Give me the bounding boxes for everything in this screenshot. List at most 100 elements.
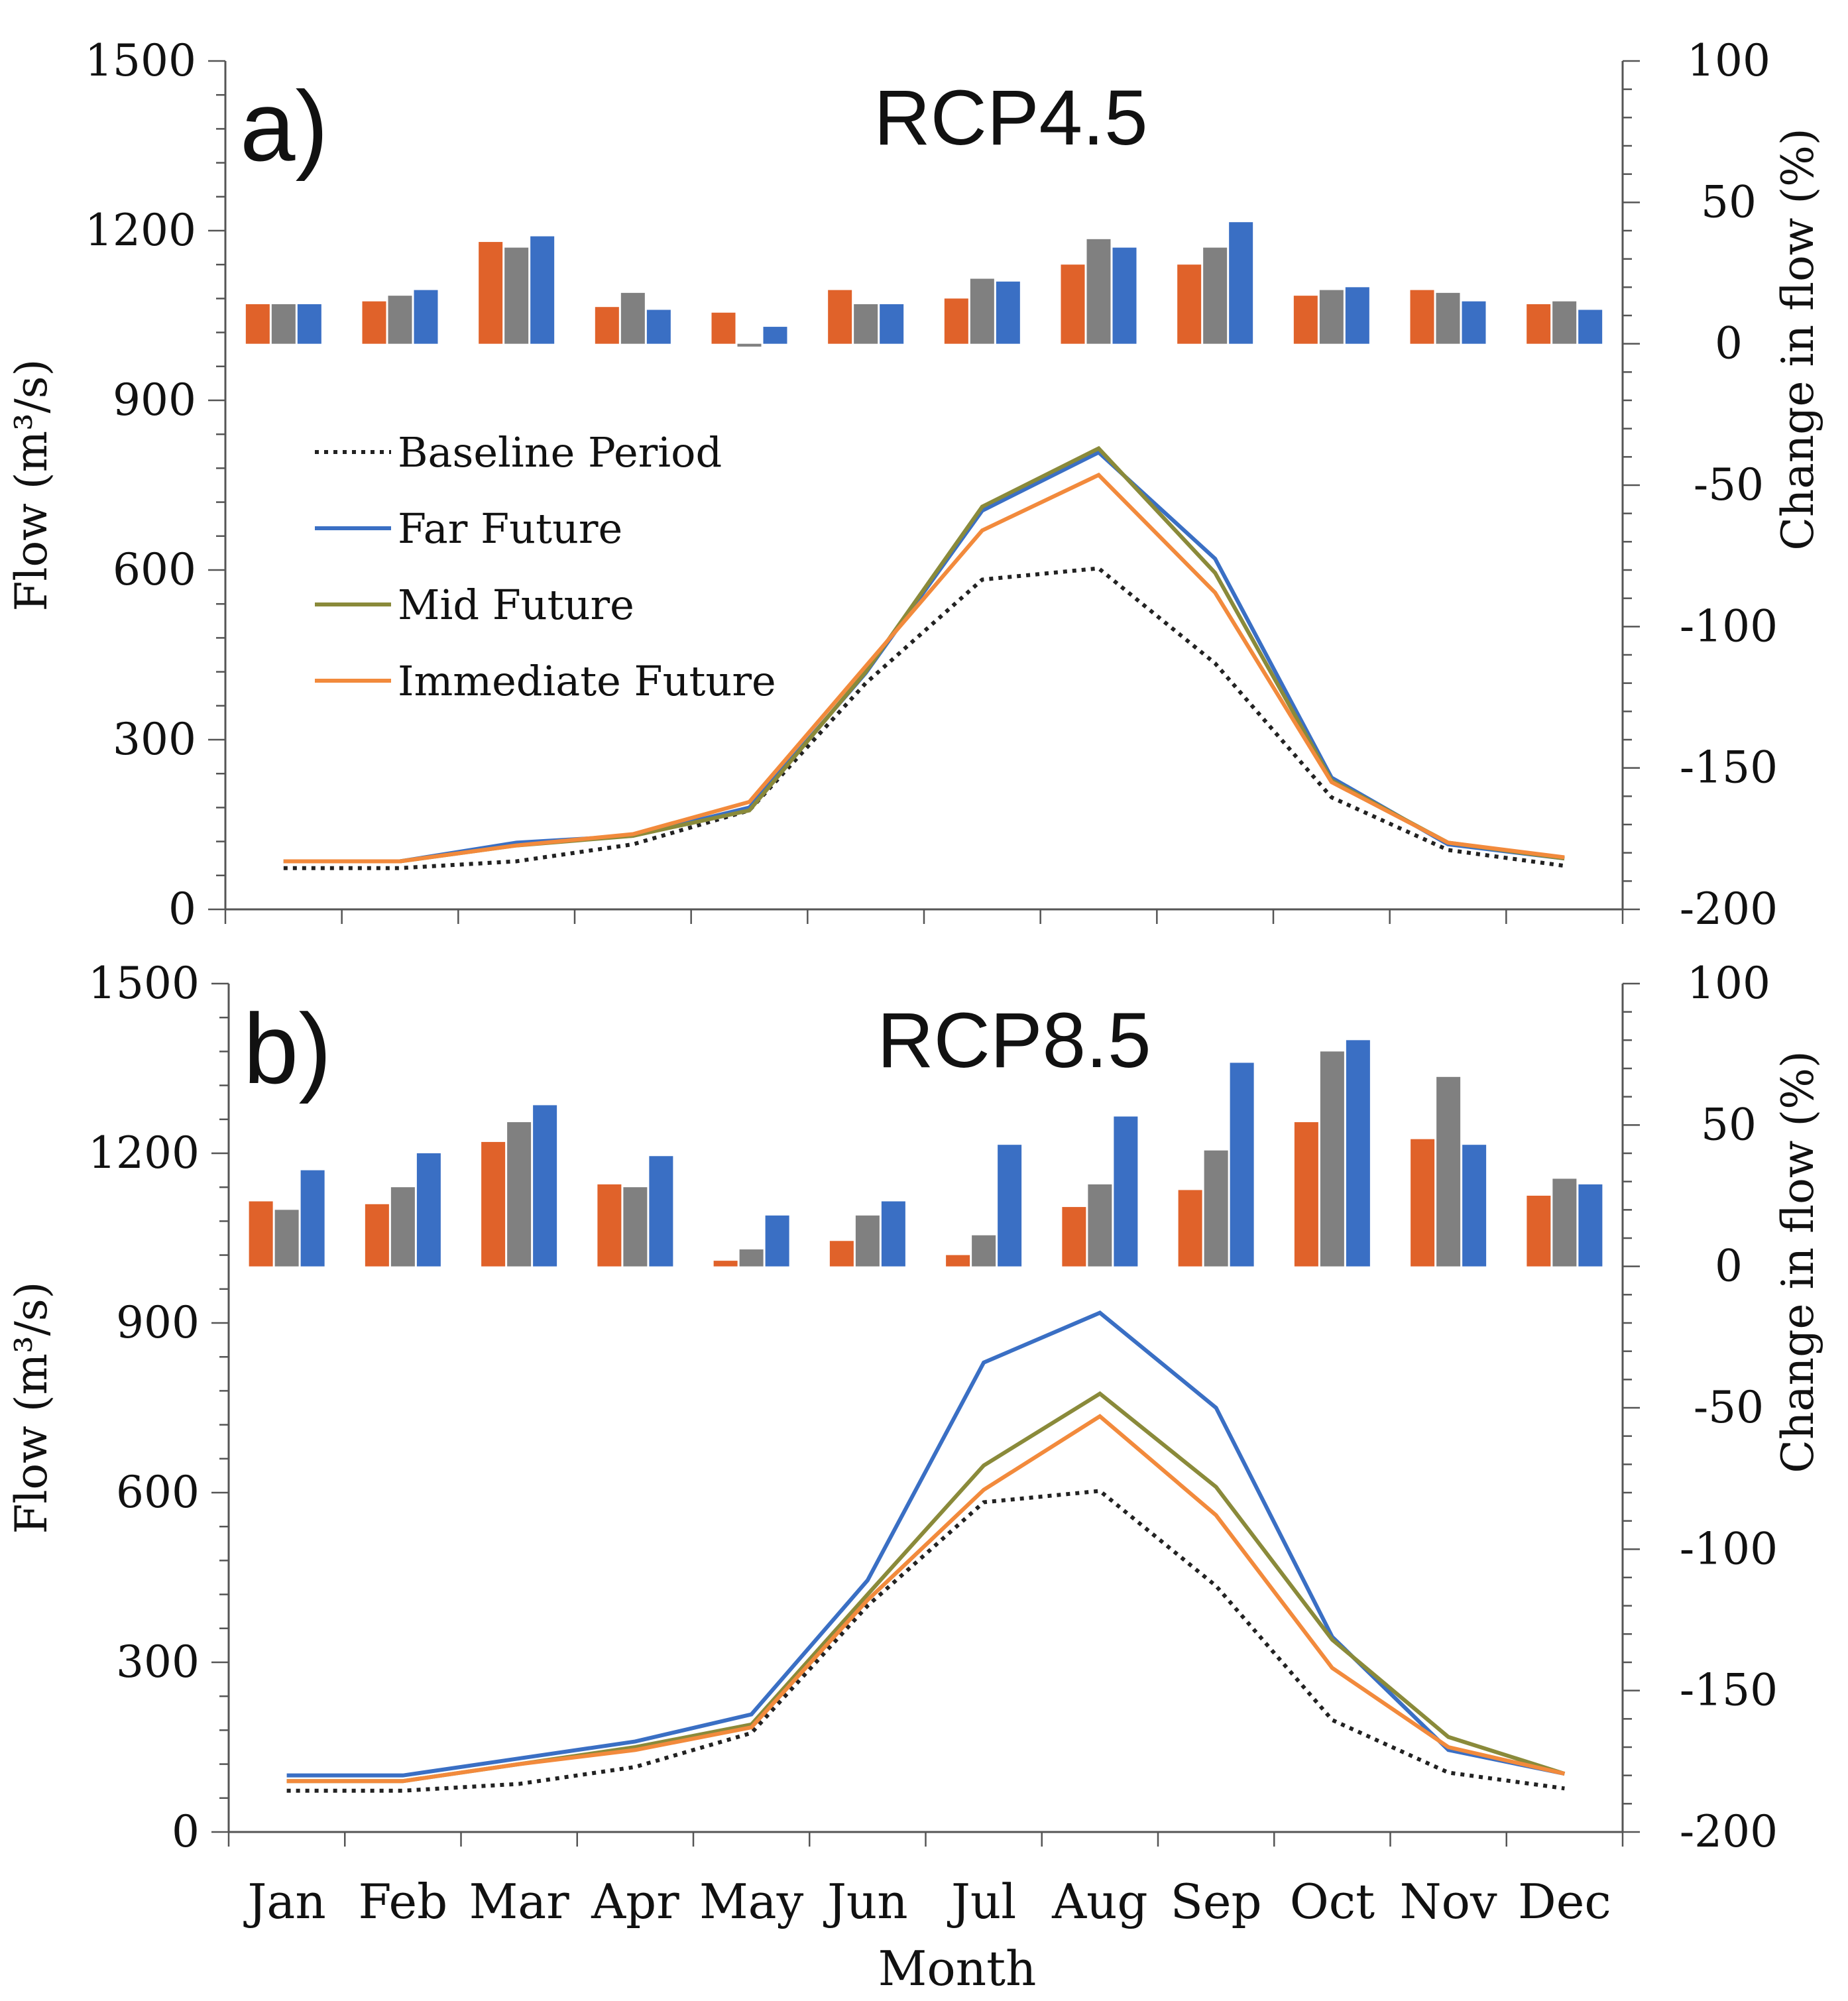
bar-immediate-future-dec (1527, 304, 1551, 344)
panel-label: b) (243, 993, 331, 1104)
bar-mid-future-sep (1204, 1150, 1228, 1267)
bar-far-future-jul (996, 281, 1020, 344)
bar-far-future-mar (533, 1105, 557, 1267)
bar-immediate-future-apr (597, 1184, 622, 1267)
bar-immediate-future-nov (1411, 1139, 1435, 1267)
month-label-jan: Jan (243, 1874, 326, 1929)
bar-far-future-jan (300, 1170, 325, 1267)
left-tick-label: 300 (113, 714, 196, 765)
bar-far-future-apr (649, 1156, 673, 1267)
bar-far-future-mar (530, 236, 555, 344)
bar-immediate-future-feb (365, 1204, 389, 1267)
bar-mid-future-dec (1552, 301, 1577, 344)
right-tick-label: -50 (1694, 1382, 1764, 1433)
bar-immediate-future-oct (1294, 1122, 1318, 1267)
bar-immediate-future-nov (1410, 290, 1434, 344)
bar-far-future-jan (297, 304, 321, 344)
bar-mid-future-jul (970, 278, 994, 344)
bar-immediate-future-jun (829, 1241, 854, 1267)
right-axis-title: Change in flow (%) (1772, 128, 1823, 550)
left-tick-label: 1200 (85, 205, 196, 256)
bar-mid-future-mar (507, 1122, 532, 1267)
line-baseline-period (283, 566, 1565, 870)
bar-immediate-future-sep (1178, 1190, 1202, 1267)
line-baseline-period (286, 1489, 1565, 1793)
left-axis-title: Flow (m³/s) (6, 1282, 57, 1534)
bar-mid-future-may (737, 343, 762, 347)
bar-mid-future-may (739, 1249, 764, 1267)
right-tick-label: 50 (1701, 176, 1757, 227)
bar-immediate-future-sep (1177, 264, 1202, 344)
month-label-mar: Mar (469, 1874, 570, 1929)
month-label-aug: Aug (1051, 1874, 1147, 1929)
bar-immediate-future-mar (479, 242, 503, 344)
bar-immediate-future-oct (1293, 296, 1318, 344)
bar-immediate-future-mar (481, 1141, 506, 1267)
month-label-apr: Apr (591, 1874, 679, 1929)
month-label-dec: Dec (1518, 1874, 1611, 1929)
right-tick-label: -200 (1680, 884, 1778, 935)
right-tick-label: -50 (1694, 459, 1764, 510)
right-tick-label: -150 (1680, 742, 1778, 793)
bar-mid-future-nov (1436, 292, 1460, 344)
bar-far-future-dec (1578, 1184, 1603, 1267)
bar-far-future-sep (1229, 222, 1253, 344)
month-label-may: May (699, 1874, 804, 1929)
month-label-jul: Jul (947, 1874, 1016, 1929)
bar-mid-future-aug (1086, 239, 1111, 344)
bar-far-future-sep (1230, 1062, 1254, 1267)
bar-immediate-future-aug (1061, 264, 1085, 344)
line-immediate-future (286, 1414, 1566, 1784)
bar-mid-future-jun (854, 304, 878, 344)
left-tick-label: 600 (113, 544, 196, 595)
legend: Baseline Period Far Future Mid Future Immed… (315, 428, 776, 705)
bar-far-future-apr (646, 310, 671, 344)
month-label-jun: Jun (823, 1874, 908, 1929)
legend-label-far-future: Far Future (398, 504, 622, 553)
legend-label-mid-future: Mid Future (398, 581, 634, 629)
left-tick-label: 900 (113, 374, 196, 426)
bar-far-future-feb (416, 1153, 441, 1267)
bar-immediate-future-feb (362, 301, 386, 344)
bar-mid-future-apr (623, 1187, 648, 1267)
bar-mid-future-apr (620, 292, 645, 344)
left-tick-label: 900 (116, 1297, 200, 1348)
bar-immediate-future-may (713, 1261, 738, 1267)
bar-mid-future-jun (855, 1215, 880, 1267)
bar-far-future-jul (998, 1145, 1022, 1267)
right-tick-label: -100 (1680, 600, 1778, 652)
left-tick-label: 0 (168, 884, 196, 935)
bar-mid-future-oct (1319, 290, 1344, 344)
bar-mid-future-dec (1552, 1178, 1577, 1267)
bar-far-future-aug (1112, 247, 1137, 344)
bar-mid-future-jan (271, 304, 296, 344)
bar-mid-future-jan (274, 1210, 299, 1267)
bar-far-future-oct (1346, 1040, 1370, 1267)
bar-far-future-aug (1114, 1116, 1138, 1267)
legend-label-immediate-future: Immediate Future (398, 657, 776, 705)
bar-mid-future-sep (1203, 247, 1228, 344)
bar-far-future-nov (1462, 1145, 1487, 1267)
right-tick-label: 100 (1687, 958, 1770, 1009)
bar-far-future-feb (414, 290, 438, 344)
right-tick-label: 100 (1687, 35, 1770, 86)
left-tick-label: 300 (116, 1636, 200, 1687)
month-label-nov: Nov (1400, 1874, 1497, 1929)
bar-far-future-may (765, 1215, 789, 1267)
bar-far-future-jun (880, 304, 904, 344)
line-immediate-future (283, 473, 1565, 864)
bar-mid-future-mar (504, 247, 529, 344)
right-tick-label: 0 (1715, 1241, 1743, 1292)
right-tick-label: 50 (1701, 1099, 1757, 1150)
bar-immediate-future-may (711, 312, 736, 344)
bar-mid-future-feb (390, 1187, 415, 1267)
right-axis-title: Change in flow (%) (1772, 1051, 1823, 1473)
month-label-sep: Sep (1171, 1874, 1262, 1929)
bar-immediate-future-jan (245, 304, 270, 344)
bar-far-future-dec (1578, 310, 1603, 344)
left-tick-label: 1200 (88, 1127, 200, 1178)
panel-title: RCP8.5 (877, 997, 1151, 1084)
bar-far-future-oct (1345, 287, 1369, 344)
bar-immediate-future-jan (249, 1201, 273, 1267)
